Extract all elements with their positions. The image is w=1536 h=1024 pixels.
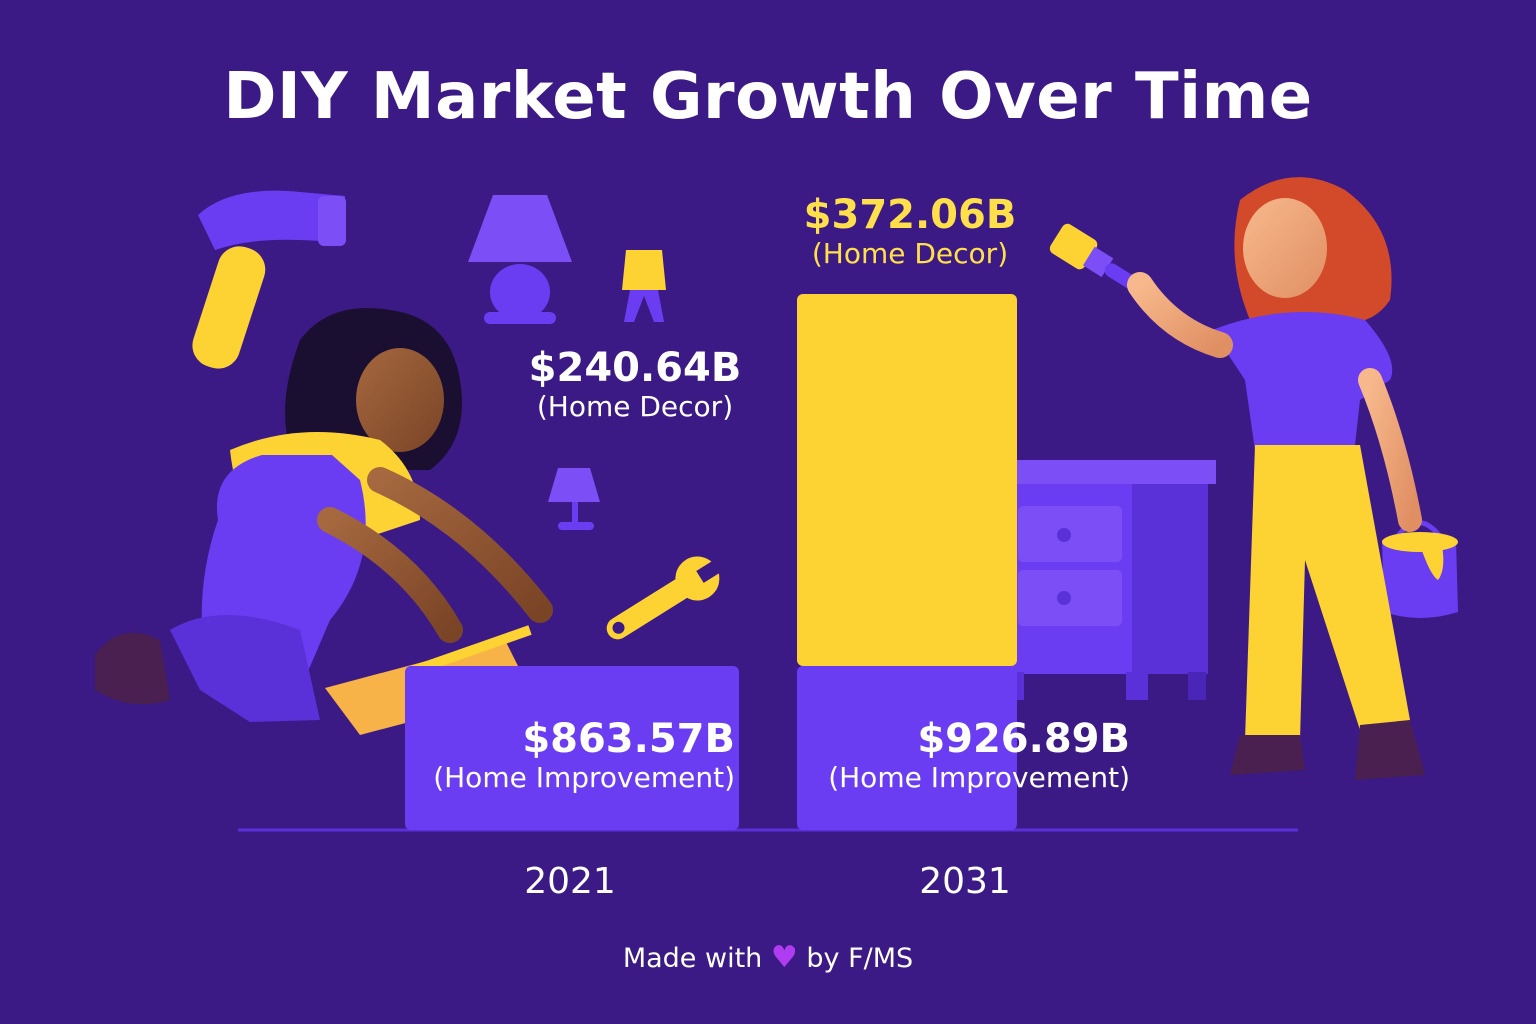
data-label-series-name: (Home Improvement) bbox=[828, 761, 1130, 794]
data-label-home-improvement-2031: $926.89B (Home Improvement) bbox=[800, 716, 1130, 794]
x-tick-label-2021: 2021 bbox=[524, 861, 616, 902]
woman-measuring-illustration bbox=[95, 308, 553, 735]
small-lamp-icon bbox=[622, 250, 666, 322]
lamp-icon bbox=[468, 195, 572, 324]
data-label-value: $240.64B bbox=[528, 345, 742, 391]
tiny-lamp-icon bbox=[548, 468, 600, 530]
data-label-home-decor-2021: $240.64B (Home Decor) bbox=[505, 345, 765, 423]
chart-title: DIY Market Growth Over Time bbox=[223, 60, 1313, 134]
paint-bucket-icon bbox=[1382, 520, 1458, 618]
data-label-series-name: (Home Improvement) bbox=[433, 761, 735, 794]
woman-painting-illustration bbox=[1127, 177, 1425, 780]
wrench-icon bbox=[606, 556, 723, 640]
data-label-home-decor-2031: $372.06B (Home Decor) bbox=[780, 192, 1040, 270]
data-label-value: $372.06B bbox=[803, 192, 1017, 238]
footer-prefix: Made with bbox=[622, 943, 763, 974]
heart-icon: ♥ bbox=[770, 940, 798, 975]
footer-credit: Made with ♥ by F/MS bbox=[0, 940, 1536, 975]
data-label-series-name: (Home Decor) bbox=[811, 237, 1009, 270]
bar-home-decor-2031 bbox=[797, 293, 1017, 666]
data-label-value: $926.89B bbox=[917, 716, 1130, 762]
data-label-home-improvement-2021: $863.57B (Home Improvement) bbox=[405, 716, 735, 794]
x-tick-label-2031: 2031 bbox=[919, 861, 1011, 902]
hammer-icon bbox=[192, 190, 346, 369]
data-label-series-name: (Home Decor) bbox=[536, 390, 734, 423]
nightstand-icon bbox=[992, 460, 1216, 700]
bar-home-improvement-2021 bbox=[405, 666, 739, 830]
bar-home-improvement-2031 bbox=[797, 666, 1017, 830]
data-label-value: $863.57B bbox=[522, 716, 735, 762]
footer-suffix: by F/MS bbox=[806, 943, 914, 974]
